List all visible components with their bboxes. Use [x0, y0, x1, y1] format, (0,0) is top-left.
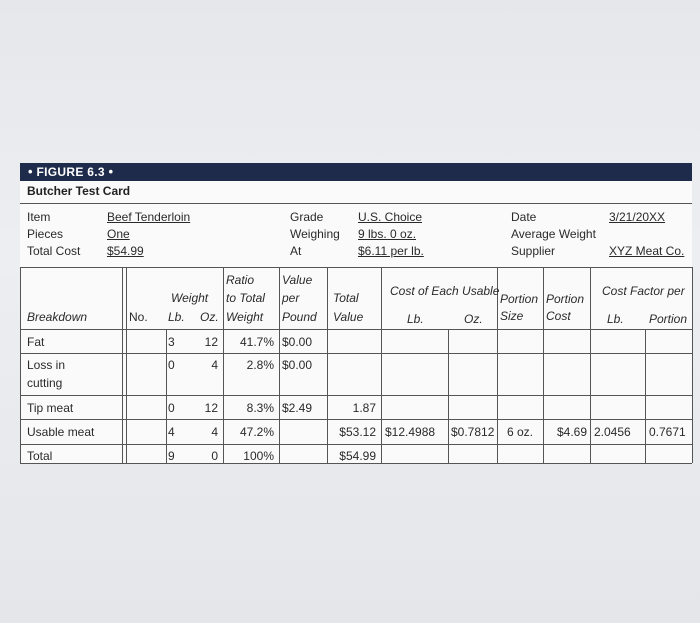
row-oz: 0 [211, 449, 218, 463]
col-oz: Oz. [200, 310, 219, 324]
total-cost-value: $54.99 [107, 244, 144, 258]
row-cost-oz: $0.7812 [451, 425, 495, 439]
pieces-label: Pieces [27, 227, 64, 241]
col-cost-factor: Cost Factor per [602, 284, 685, 298]
row-ratio: 8.3% [246, 401, 274, 415]
col-no: No. [129, 310, 148, 324]
card-title: Butcher Test Card [27, 184, 131, 198]
row-breakdown: Loss in [27, 358, 66, 372]
col-weight: Weight [171, 291, 209, 305]
item-label: Item [27, 210, 51, 224]
col-ratio-2: to Total [226, 291, 265, 305]
item-value: Beef Tenderloin [107, 210, 191, 224]
header-top-rule [20, 203, 692, 204]
total-cost-label: Total Cost [27, 244, 81, 258]
row-ratio: 41.7% [239, 335, 274, 349]
row-ratio: 47.2% [239, 425, 274, 439]
row-cost-lb: $12.4988 [385, 425, 436, 439]
col-portion-size-2: Size [500, 309, 524, 323]
col-value-1: Value [282, 273, 313, 287]
col-cf-lb: Lb. [607, 312, 624, 326]
col-total-2: Value [333, 310, 364, 324]
row-cost-factor-lb: 2.0456 [594, 425, 631, 439]
col-cf-portion: Portion [649, 312, 688, 326]
row-breakdown: Fat [27, 335, 45, 349]
row-lb: 0 [168, 358, 175, 372]
weighing-value: 9 lbs. 0 oz. [358, 227, 417, 241]
row-lb: 4 [168, 425, 175, 439]
row-cost-factor-portion: 0.7671 [649, 425, 686, 439]
row-portion-size: 6 oz. [507, 425, 534, 439]
grade-label: Grade [290, 210, 324, 224]
row-value-per-pound: $2.49 [282, 401, 313, 415]
row-value-per-pound: $0.00 [282, 335, 313, 349]
row-oz: 12 [204, 401, 218, 415]
col-lb: Lb. [168, 310, 185, 324]
col-value-2: per [282, 291, 300, 305]
bullet-icon: • [108, 164, 114, 179]
col-cost-each: Cost of Each Usable [390, 284, 500, 298]
date-value: 3/21/20XX [609, 210, 666, 224]
col-ratio-3: Weight [226, 310, 264, 324]
row-breakdown: Tip meat [27, 401, 74, 415]
date-label: Date [511, 210, 537, 224]
row-total-value: $54.99 [339, 449, 376, 463]
supplier-value: XYZ Meat Co. [609, 244, 685, 258]
figure-label: FIGURE 6.3 [36, 165, 105, 179]
grade-value: U.S. Choice [358, 210, 423, 224]
col-cost-lb: Lb. [407, 312, 424, 326]
col-breakdown: Breakdown [27, 310, 88, 324]
row-ratio: 100% [243, 449, 274, 463]
row-oz: 4 [211, 425, 218, 439]
row-breakdown: Total [27, 449, 53, 463]
butcher-test-card: • FIGURE 6.3 • Butcher Test Card Item Be… [20, 163, 693, 464]
at-value: $6.11 per lb. [358, 244, 424, 258]
weighing-label: Weighing [290, 227, 340, 241]
pieces-value: One [107, 227, 130, 241]
row-lb: 0 [168, 401, 175, 415]
col-value-3: Pound [282, 310, 317, 324]
col-cost-oz: Oz. [464, 312, 483, 326]
row-total-value: $53.12 [339, 425, 376, 439]
row-lb: 9 [168, 449, 175, 463]
col-total-1: Total [333, 291, 359, 305]
col-portion-cost-1: Portion [546, 292, 585, 306]
supplier-label: Supplier [511, 244, 556, 258]
row-oz: 4 [211, 358, 218, 372]
row-value-per-pound: $0.00 [282, 358, 313, 372]
col-portion-cost-2: Cost [546, 309, 571, 323]
col-portion-size-1: Portion [500, 292, 539, 306]
bullet-icon: • [28, 164, 33, 179]
row-breakdown-cont: cutting [27, 376, 63, 390]
row-oz: 12 [204, 335, 218, 349]
row-total-value: 1.87 [352, 401, 376, 415]
average-weight-label: Average Weight [511, 227, 596, 241]
figure-label-bar: • FIGURE 6.3 • [20, 163, 692, 181]
col-ratio-1: Ratio [226, 273, 255, 287]
row-ratio: 2.8% [246, 358, 274, 372]
row-portion-cost: $4.69 [556, 425, 587, 439]
row-breakdown: Usable meat [27, 425, 95, 439]
at-label: At [290, 244, 302, 258]
row-lb: 3 [168, 335, 175, 349]
